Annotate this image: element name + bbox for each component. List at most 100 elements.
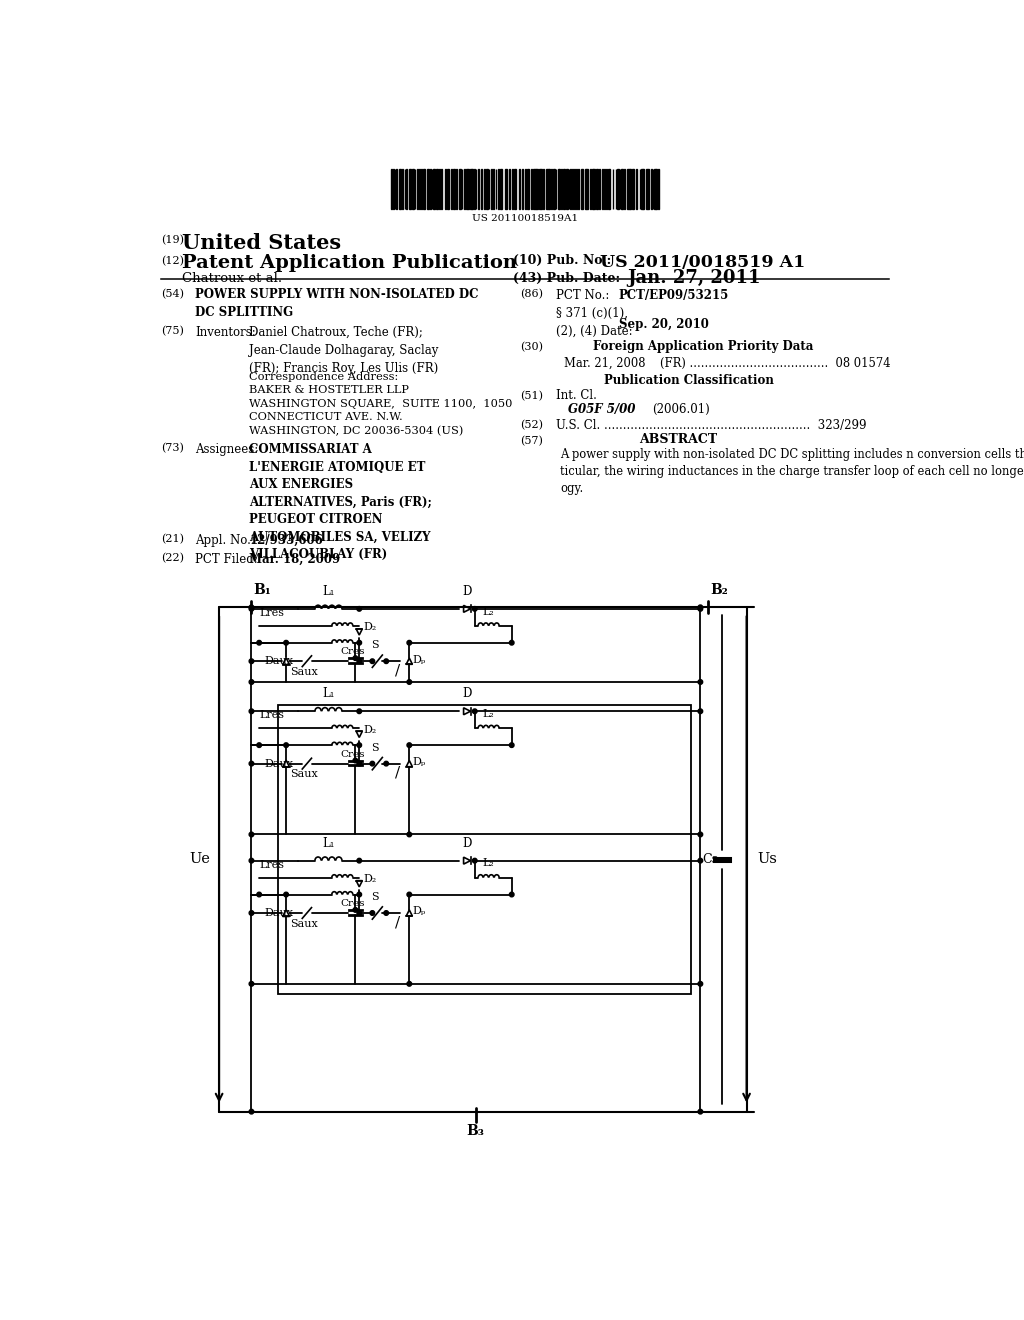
Bar xyxy=(632,169,634,209)
Text: United States: United States xyxy=(182,234,341,253)
Text: B₃: B₃ xyxy=(467,1125,484,1138)
Circle shape xyxy=(357,709,361,714)
Bar xyxy=(433,169,435,209)
Circle shape xyxy=(249,709,254,714)
Text: Dₚ: Dₚ xyxy=(413,655,426,665)
Text: D: D xyxy=(463,688,472,701)
Text: Daux: Daux xyxy=(264,656,294,667)
Text: (57): (57) xyxy=(520,436,543,446)
Text: (52): (52) xyxy=(520,420,543,430)
Circle shape xyxy=(357,892,361,896)
Text: Cres: Cres xyxy=(340,899,365,908)
Text: D₂: D₂ xyxy=(364,725,377,735)
Text: PCT/EP09/53215: PCT/EP09/53215 xyxy=(618,289,729,302)
Circle shape xyxy=(698,680,702,684)
Circle shape xyxy=(357,743,361,747)
Bar xyxy=(451,169,453,209)
Bar xyxy=(628,169,630,209)
Circle shape xyxy=(249,680,254,684)
Circle shape xyxy=(284,892,289,896)
Circle shape xyxy=(284,743,289,747)
Bar xyxy=(617,169,618,209)
Bar xyxy=(534,169,536,209)
Bar xyxy=(500,169,503,209)
Text: Lres: Lres xyxy=(259,859,284,870)
Text: B₁: B₁ xyxy=(254,582,271,597)
Text: Assignees:: Assignees: xyxy=(196,444,258,457)
Text: L₂: L₂ xyxy=(482,858,495,869)
Text: S: S xyxy=(372,743,379,752)
Bar xyxy=(427,169,429,209)
Circle shape xyxy=(370,762,375,766)
Circle shape xyxy=(257,640,261,645)
Circle shape xyxy=(353,758,357,763)
Circle shape xyxy=(698,605,702,610)
Circle shape xyxy=(370,911,375,915)
Bar xyxy=(459,169,461,209)
Bar xyxy=(441,169,442,209)
Bar xyxy=(540,169,542,209)
Circle shape xyxy=(257,892,261,896)
Circle shape xyxy=(407,892,412,896)
Text: Daux: Daux xyxy=(264,759,294,768)
Text: S: S xyxy=(372,892,379,903)
Text: Foreign Application Priority Data: Foreign Application Priority Data xyxy=(593,341,814,354)
Bar xyxy=(279,705,691,994)
Text: (21): (21) xyxy=(162,535,184,544)
Text: PCT No.:: PCT No.: xyxy=(556,289,609,302)
Circle shape xyxy=(698,858,702,863)
Circle shape xyxy=(357,659,361,664)
Text: Cres: Cres xyxy=(340,750,365,759)
Circle shape xyxy=(249,858,254,863)
Circle shape xyxy=(472,709,477,714)
Circle shape xyxy=(384,911,388,915)
Bar xyxy=(481,169,482,209)
Circle shape xyxy=(353,908,357,912)
Bar xyxy=(505,169,507,209)
Bar xyxy=(527,169,528,209)
Circle shape xyxy=(284,640,289,645)
Bar xyxy=(599,169,600,209)
Circle shape xyxy=(249,911,254,915)
Bar xyxy=(565,169,568,209)
Bar xyxy=(421,169,422,209)
Text: (19): (19) xyxy=(162,235,184,246)
Text: US 2011/0018519 A1: US 2011/0018519 A1 xyxy=(600,253,806,271)
Bar xyxy=(654,169,655,209)
Text: Mar. 21, 2008    (FR) .....................................  08 01574: Mar. 21, 2008 (FR) .....................… xyxy=(564,358,891,370)
Text: /: / xyxy=(395,664,400,677)
Text: Dₚ: Dₚ xyxy=(413,758,426,767)
Text: (22): (22) xyxy=(162,553,184,562)
Bar xyxy=(466,169,469,209)
Circle shape xyxy=(357,640,361,645)
Bar xyxy=(605,169,607,209)
Bar xyxy=(514,169,516,209)
Circle shape xyxy=(249,607,254,611)
Text: Jan. 27, 2011: Jan. 27, 2011 xyxy=(628,269,761,288)
Circle shape xyxy=(698,832,702,837)
Text: ABSTRACT: ABSTRACT xyxy=(639,433,717,446)
Circle shape xyxy=(249,605,254,610)
Text: (43) Pub. Date:: (43) Pub. Date: xyxy=(513,272,621,285)
Text: (51): (51) xyxy=(520,391,543,401)
Text: Cres: Cres xyxy=(340,648,365,656)
Text: (12): (12) xyxy=(162,256,184,267)
Circle shape xyxy=(357,858,361,863)
Text: S: S xyxy=(372,640,379,651)
Text: Lres: Lres xyxy=(259,609,284,618)
Bar xyxy=(602,169,603,209)
Text: Dₚ: Dₚ xyxy=(413,907,426,916)
Bar xyxy=(593,169,595,209)
Bar xyxy=(636,169,637,209)
Bar xyxy=(596,169,598,209)
Circle shape xyxy=(509,743,514,747)
Circle shape xyxy=(249,832,254,837)
Circle shape xyxy=(357,762,361,766)
Text: Sep. 20, 2010: Sep. 20, 2010 xyxy=(618,318,709,331)
Bar xyxy=(413,169,414,209)
Bar xyxy=(646,169,649,209)
Circle shape xyxy=(407,680,412,684)
Text: (10) Pub. No.:: (10) Pub. No.: xyxy=(513,253,611,267)
Circle shape xyxy=(407,832,412,837)
Text: 12/933,606: 12/933,606 xyxy=(249,535,323,548)
